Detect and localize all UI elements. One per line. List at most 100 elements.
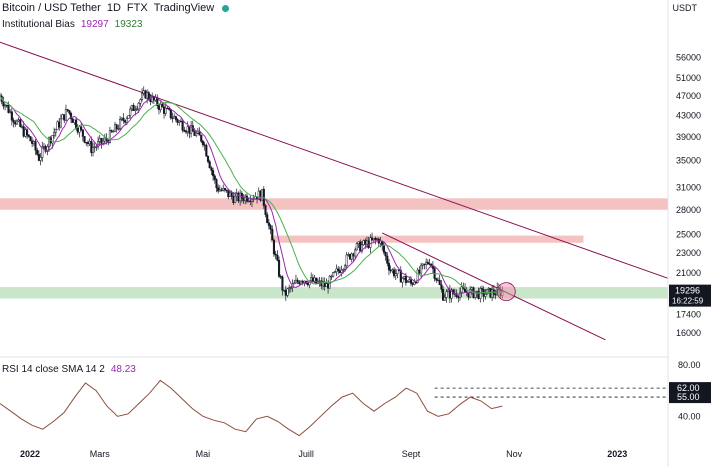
candle[interactable] [90, 136, 93, 157]
interval-label[interactable]: 1D [106, 2, 121, 14]
candle[interactable] [396, 269, 399, 279]
candle[interactable] [350, 252, 353, 263]
candle[interactable] [406, 280, 409, 283]
candle[interactable] [413, 278, 416, 286]
candle[interactable] [29, 136, 32, 142]
candle[interactable] [39, 153, 42, 166]
candle[interactable] [337, 265, 340, 275]
candle[interactable] [355, 242, 358, 251]
candle[interactable] [95, 143, 98, 151]
candle[interactable] [387, 259, 391, 276]
candle[interactable] [267, 219, 270, 230]
candle[interactable] [97, 136, 100, 150]
candle[interactable] [261, 188, 264, 201]
candle[interactable] [41, 141, 44, 163]
candle[interactable] [401, 276, 404, 288]
candle[interactable] [83, 136, 86, 144]
candle[interactable] [271, 225, 274, 241]
candle[interactable] [440, 280, 443, 293]
candle[interactable] [203, 141, 206, 151]
candle[interactable] [223, 187, 226, 193]
candle[interactable] [281, 275, 284, 296]
candle[interactable] [10, 106, 13, 126]
candle[interactable] [212, 167, 215, 181]
candle[interactable] [210, 166, 213, 176]
candle[interactable] [26, 127, 29, 140]
candle[interactable] [141, 88, 144, 102]
candle[interactable] [117, 124, 120, 131]
candle[interactable] [489, 288, 492, 299]
symbol-title[interactable]: Bitcoin / USD Tether [2, 2, 101, 14]
candle[interactable] [183, 126, 186, 132]
candle[interactable] [15, 119, 18, 126]
candle[interactable] [360, 241, 363, 254]
candle[interactable] [19, 117, 22, 128]
candle[interactable] [354, 247, 357, 260]
candle[interactable] [330, 274, 333, 280]
candle[interactable] [208, 159, 211, 169]
candle[interactable] [144, 89, 147, 99]
candle[interactable] [460, 282, 463, 298]
candle[interactable] [80, 123, 83, 132]
candle[interactable] [384, 251, 387, 261]
candle[interactable] [56, 120, 59, 130]
candle[interactable] [7, 101, 10, 114]
candle[interactable] [443, 293, 446, 301]
candle[interactable] [200, 134, 203, 144]
candle[interactable] [293, 279, 296, 285]
candle[interactable] [129, 106, 132, 119]
candle[interactable] [296, 277, 299, 285]
candle[interactable] [386, 252, 389, 267]
candle[interactable] [394, 268, 397, 280]
candle[interactable] [266, 211, 269, 224]
candle[interactable] [91, 142, 95, 157]
candle[interactable] [115, 123, 118, 133]
candle[interactable] [333, 270, 336, 274]
candle[interactable] [217, 184, 220, 194]
candle[interactable] [438, 275, 441, 286]
candle[interactable] [485, 289, 489, 295]
candle[interactable] [399, 266, 402, 283]
candle[interactable] [66, 109, 69, 113]
candle[interactable] [46, 144, 49, 156]
candle[interactable] [349, 253, 352, 261]
candle[interactable] [110, 129, 113, 133]
candle[interactable] [135, 105, 139, 112]
candle[interactable] [416, 267, 419, 284]
candle[interactable] [286, 287, 289, 298]
candle[interactable] [64, 104, 68, 121]
candle[interactable] [54, 128, 57, 137]
candle[interactable] [289, 286, 292, 293]
candle[interactable] [274, 250, 277, 260]
candle[interactable] [71, 117, 74, 123]
candle[interactable] [225, 189, 228, 193]
candle[interactable] [435, 277, 438, 283]
candle[interactable] [127, 115, 130, 119]
candle[interactable] [484, 289, 487, 300]
candle[interactable] [195, 131, 198, 138]
candle[interactable] [215, 178, 218, 193]
candle[interactable] [315, 277, 318, 284]
candle[interactable] [34, 139, 37, 155]
candle[interactable] [174, 115, 177, 123]
candle[interactable] [272, 238, 276, 257]
candle[interactable] [61, 113, 64, 120]
candle[interactable] [201, 139, 204, 148]
candle[interactable] [132, 103, 135, 111]
candle[interactable] [205, 143, 208, 157]
candle[interactable] [36, 147, 39, 156]
rsi-legend[interactable]: RSI 14 close SMA 14 2 48.23 [2, 364, 136, 375]
candle[interactable] [420, 262, 423, 279]
candle[interactable] [112, 129, 115, 133]
candle[interactable] [27, 134, 30, 138]
candle[interactable] [264, 204, 267, 218]
candle[interactable] [68, 110, 71, 116]
indicator-legend[interactable]: Institutional Bias 19297 19323 [2, 19, 142, 30]
trendline-1[interactable] [0, 41, 669, 279]
candle[interactable] [445, 289, 448, 303]
candle[interactable] [53, 127, 56, 139]
candle[interactable] [345, 251, 348, 269]
